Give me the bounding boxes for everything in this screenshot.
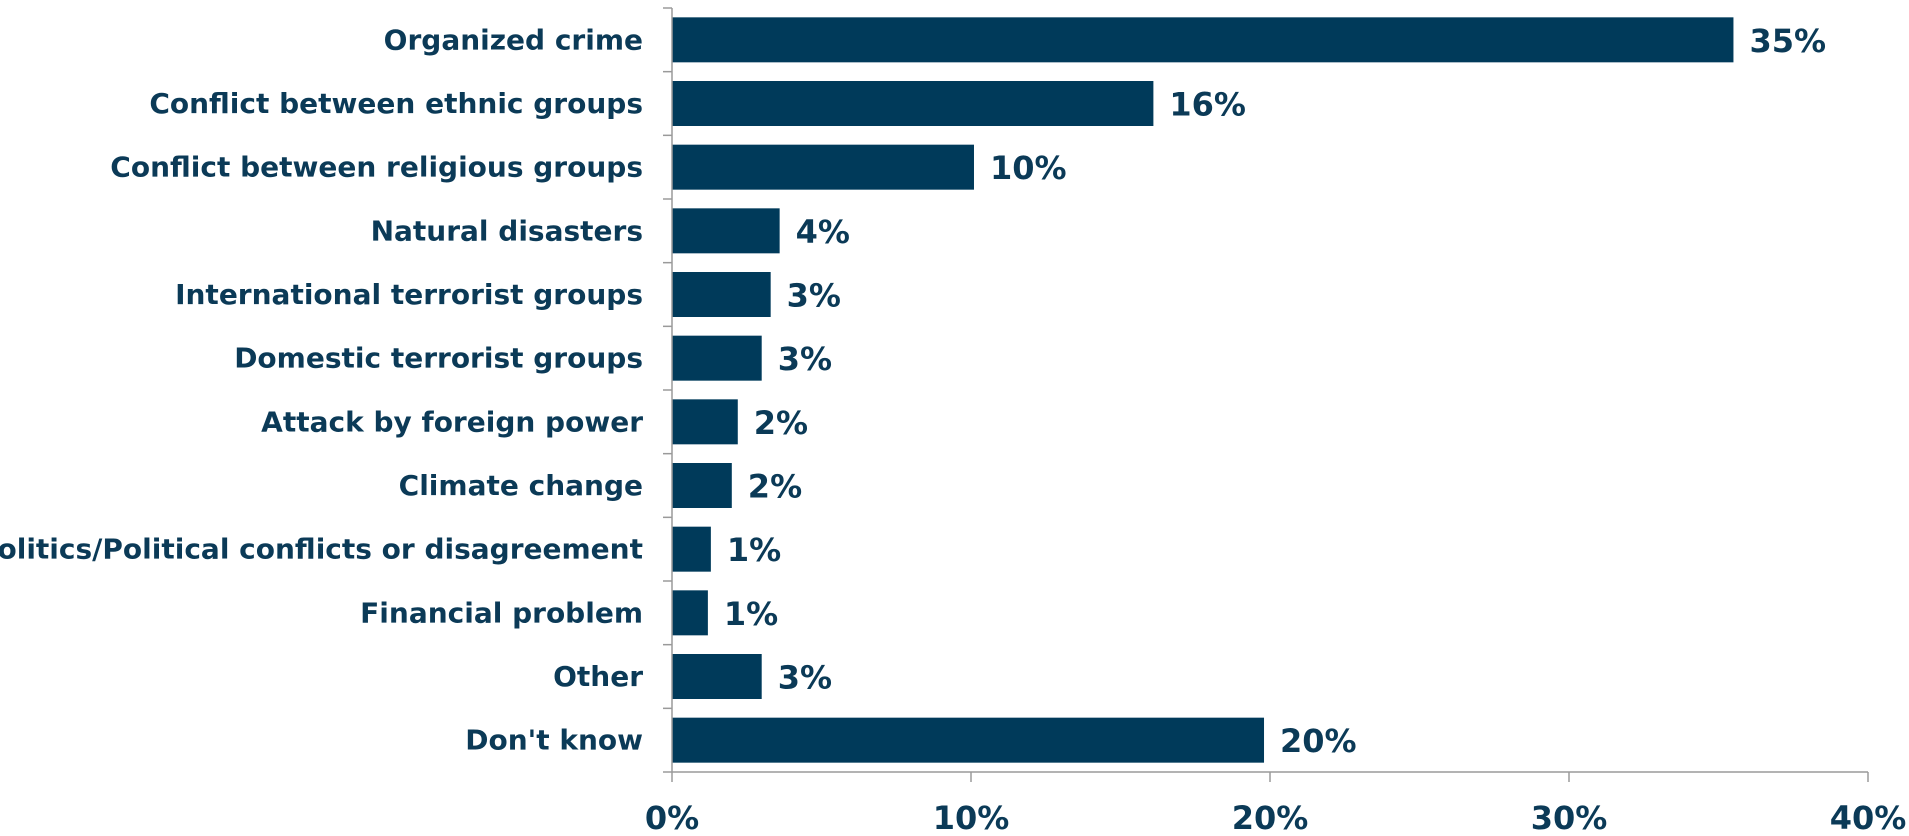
value-label: 16% <box>1169 86 1246 124</box>
category-label: Attack by foreign power <box>261 405 643 438</box>
category-label: Financial problem <box>360 596 643 629</box>
bars-group <box>672 17 1734 763</box>
value-label: 10% <box>990 149 1067 187</box>
x-tick-label: 20% <box>1232 799 1309 836</box>
category-labels: Organized crime Conflict between ethnic g… <box>0 23 643 756</box>
bar <box>672 399 738 445</box>
category-label: Organized crime <box>384 23 643 56</box>
category-label: Other <box>553 660 643 693</box>
value-label: 2% <box>754 404 808 442</box>
bar <box>672 272 771 317</box>
bar <box>672 654 762 699</box>
category-label: Don't know <box>465 724 643 757</box>
category-label: Climate change <box>399 469 643 502</box>
x-tick-label: 30% <box>1531 799 1608 836</box>
category-label: Domestic terrorist groups <box>234 342 643 375</box>
x-tick-label: 10% <box>933 799 1010 836</box>
bar <box>672 526 711 572</box>
value-label: 3% <box>778 340 832 378</box>
category-label: Natural disasters <box>371 214 643 247</box>
bar <box>672 81 1154 126</box>
value-label: 2% <box>748 468 802 506</box>
bar <box>672 590 708 636</box>
value-label: 35% <box>1749 22 1826 60</box>
value-label: 3% <box>778 659 832 697</box>
value-label: 3% <box>787 277 841 315</box>
bar <box>672 144 974 190</box>
bar <box>672 717 1265 763</box>
bar <box>672 17 1734 63</box>
bar <box>672 335 762 381</box>
category-label: Conflict between religious groups <box>110 151 643 184</box>
value-label: 4% <box>796 213 850 251</box>
category-label: Politics/Political conflicts or disagree… <box>0 533 643 566</box>
axes-group: 0% 10% 20% 30% 40% <box>645 7 1907 836</box>
x-tick-label: 0% <box>645 799 699 836</box>
value-label: 20% <box>1280 722 1357 760</box>
bar <box>672 208 780 254</box>
value-label: 1% <box>727 531 781 569</box>
bar <box>672 463 732 508</box>
value-labels: 35%16%10%4%3%3%2%2%1%1%3%20% <box>724 22 1826 760</box>
category-label: International terrorist groups <box>175 278 643 311</box>
x-tick-label: 40% <box>1830 799 1907 836</box>
category-label: Conflict between ethnic groups <box>149 87 643 120</box>
value-label: 1% <box>724 595 778 633</box>
